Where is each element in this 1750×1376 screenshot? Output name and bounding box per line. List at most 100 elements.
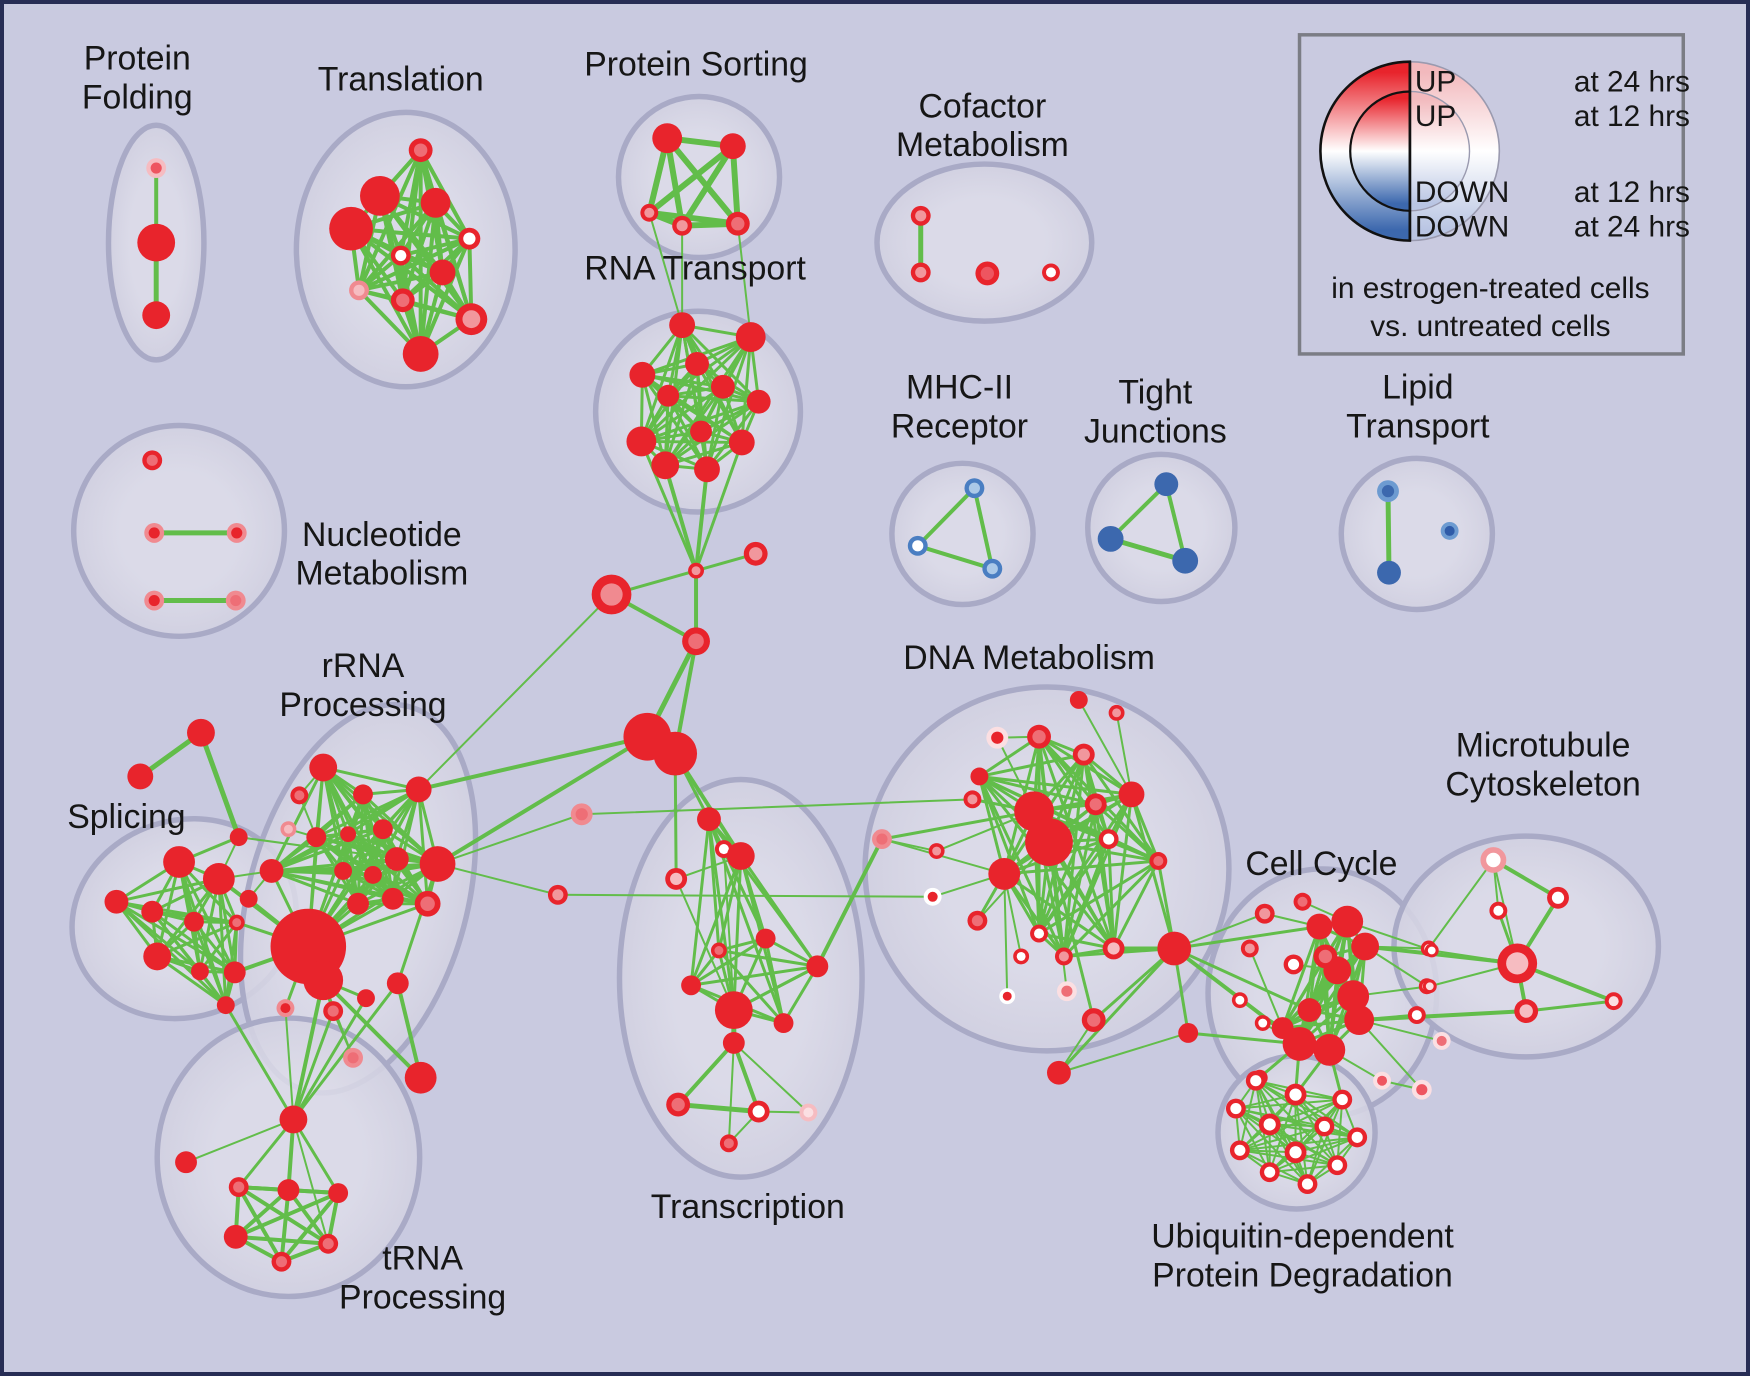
network-edge <box>341 869 430 906</box>
network-edge <box>198 730 242 840</box>
node-rt11 <box>651 451 680 480</box>
node-core-ps4 <box>676 220 688 232</box>
node-tx9 <box>773 1013 794 1033</box>
node-core-sp6 <box>232 918 242 928</box>
node-st3 <box>229 828 248 847</box>
network-edge <box>233 1234 331 1246</box>
cluster-label-splicing: Splicing <box>67 798 185 836</box>
network-edge <box>1298 920 1349 1046</box>
node-core-cc1 <box>1259 908 1271 920</box>
node-rr19 <box>357 989 375 1008</box>
node-core-mt2 <box>1551 891 1565 904</box>
node-pf2 <box>137 223 176 262</box>
node-ccB9 <box>1313 1033 1346 1066</box>
network-edge <box>1357 1009 1529 1023</box>
node-tx1 <box>697 807 721 832</box>
node-sp10 <box>216 996 235 1015</box>
cluster-label-cell-cycle: Cell Cycle <box>1245 845 1397 883</box>
node-core-c2 <box>749 547 763 561</box>
network-edge <box>977 753 1086 778</box>
node-rt10 <box>728 429 755 456</box>
network-edge <box>114 900 228 1007</box>
node-core-cc4 <box>1235 995 1245 1005</box>
network-edge <box>321 978 423 1080</box>
network-edge <box>321 766 421 791</box>
node-core-bp3 <box>927 891 938 902</box>
node-core-ub9 <box>1289 1146 1302 1159</box>
node-rr1 <box>309 753 338 782</box>
node-core-ub3 <box>1336 1094 1348 1106</box>
node-core-dn11 <box>971 915 983 927</box>
network-edge <box>1047 841 1068 993</box>
network-edge <box>1234 1107 1359 1139</box>
node-core-dn1 <box>991 731 1004 744</box>
network-edge <box>722 848 735 1012</box>
cluster-label-tight-junctions: Tight <box>1118 374 1192 412</box>
node-core-cf1 <box>915 210 927 222</box>
network-edge <box>556 893 934 898</box>
node-core-ub7 <box>1351 1131 1363 1143</box>
network-edge <box>291 996 368 1121</box>
node-core-tr8 <box>353 284 365 296</box>
network-edge <box>580 798 974 816</box>
network-edge <box>1268 1136 1359 1174</box>
network-edge <box>663 463 699 573</box>
node-dn9 <box>1118 781 1145 808</box>
node-tn2 <box>277 1179 300 1201</box>
node-rt5 <box>710 374 735 399</box>
node-rt12 <box>694 456 720 483</box>
network-edge <box>731 1040 761 1114</box>
network-edge <box>977 774 1006 876</box>
node-dnH <box>1157 931 1192 966</box>
node-core-mh2 <box>912 540 924 552</box>
node-core-dn19 <box>967 794 978 805</box>
node-core-rr2 <box>294 790 305 801</box>
cluster-label-ubiquitin-degradation: Protein Degradation <box>1152 1256 1453 1294</box>
node-tx8 <box>722 1031 745 1054</box>
node-core-cf4 <box>1045 267 1056 278</box>
node-core-ub11 <box>1264 1166 1276 1178</box>
node-core-rr16 <box>420 896 435 911</box>
network-edge <box>977 774 1133 796</box>
network-edge <box>292 1118 330 1245</box>
cluster-label-rrna-processing: rRNA <box>322 647 405 685</box>
network-edge <box>1363 944 1520 966</box>
cluster-label-lipid-transport: Transport <box>1346 407 1490 445</box>
node-core-dn12 <box>1034 928 1045 939</box>
network-edge <box>1358 1019 1423 1091</box>
node-ps1 <box>652 123 683 154</box>
legend-circle-right-12hrs <box>1409 90 1471 212</box>
node-tn4 <box>223 1224 248 1249</box>
network-edge <box>349 226 474 322</box>
node-rr14 <box>347 892 369 915</box>
node-sp8 <box>191 962 209 981</box>
node-core-c1 <box>691 566 701 576</box>
legend-time-label: at 24 hrs <box>1574 211 1690 244</box>
network-edge <box>1186 1031 1302 1046</box>
cluster-label-mhc-ii-receptor: MHC-II <box>906 369 1013 407</box>
node-st1 <box>187 718 215 747</box>
node-core-nm5 <box>230 594 242 607</box>
node-rr4 <box>405 776 432 803</box>
node-core-ccr5 <box>1377 1075 1388 1086</box>
network-edge <box>972 486 995 571</box>
cluster-ellipse-mhc-ii-receptor <box>889 460 1036 608</box>
node-rt3 <box>629 361 656 388</box>
node-core-mt5 <box>1506 952 1529 975</box>
node-core-tx13 <box>803 1107 814 1118</box>
network-edge <box>396 862 440 985</box>
cluster-label-nucleotide-metabolism: Metabolism <box>295 555 468 593</box>
cluster-label-transcription: Transcription <box>651 1188 845 1226</box>
node-core-ub5 <box>1263 1118 1276 1131</box>
cluster-label-nucleotide-metabolism: Nucleotide <box>302 516 462 554</box>
cluster-label-cofactor-metabolism: Cofactor <box>919 87 1047 125</box>
legend-direction-label: UP <box>1415 65 1456 98</box>
node-core-tr9 <box>396 293 410 307</box>
legend-time-label: at 24 hrs <box>1574 65 1690 98</box>
node-tx4 <box>726 842 755 870</box>
node-core-dn8 <box>1103 833 1115 845</box>
node-core-tx11 <box>671 1097 685 1112</box>
node-ccB6 <box>1297 998 1322 1023</box>
node-sp7 <box>143 942 172 971</box>
